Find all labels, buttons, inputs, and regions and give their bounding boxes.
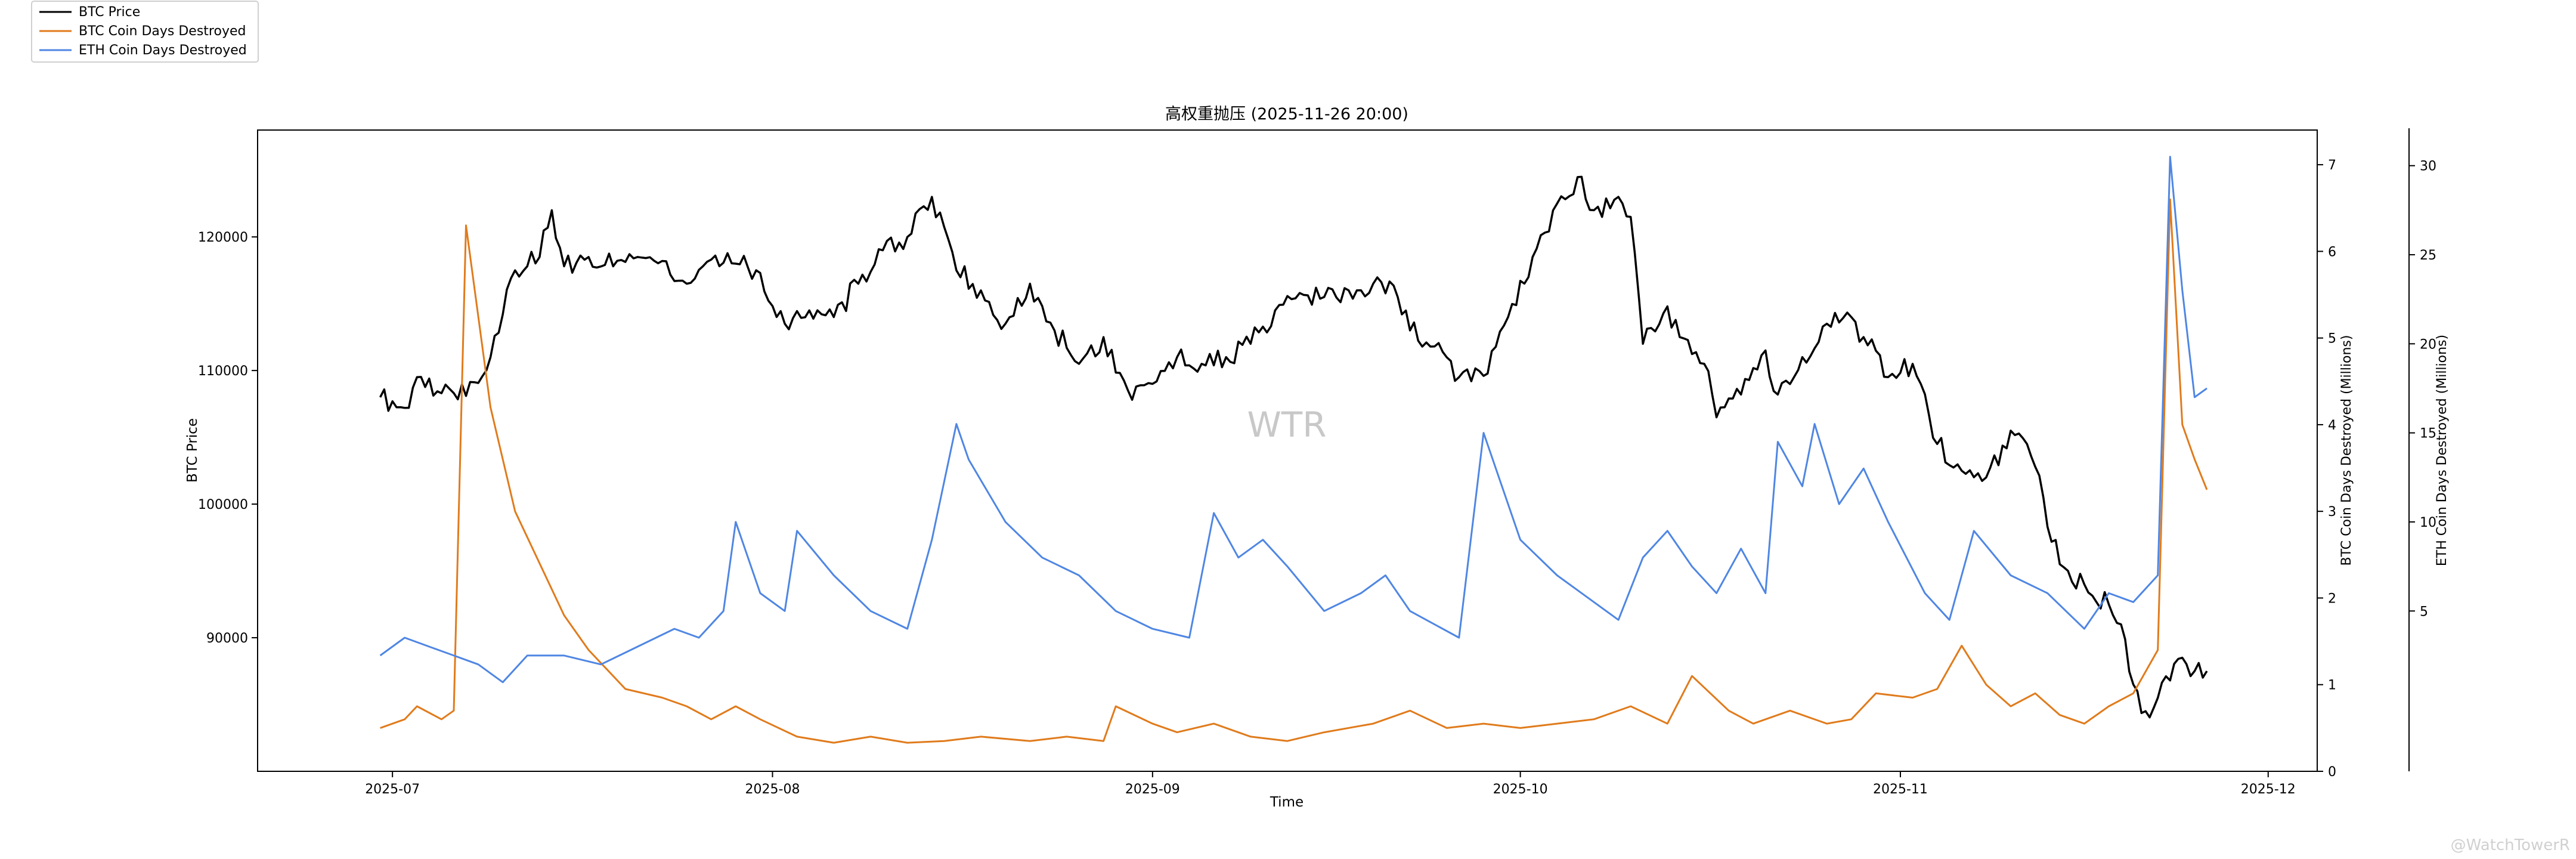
x-tick-label: 2025-11 xyxy=(1873,782,1928,797)
legend-label-btc-cdd: BTC Coin Days Destroyed xyxy=(79,24,246,39)
y-axis-btc-cdd: 0 1 2 3 4 5 6 7 xyxy=(2317,158,2336,780)
y-axis-label-btc-cdd: BTC Coin Days Destroyed (Millions) xyxy=(2339,335,2354,566)
legend-label-btc-price: BTC Price xyxy=(79,5,140,20)
series-line-eth-coin-days-destroyed xyxy=(379,156,2207,684)
y-right2-tick-label: 10 xyxy=(2420,515,2436,530)
x-tick-label: 2025-08 xyxy=(745,782,800,797)
y-left-tick-label: 120000 xyxy=(198,230,248,245)
y-right2-tick-label: 15 xyxy=(2420,427,2436,441)
plot-frame xyxy=(257,129,2318,772)
x-axis-label: Time xyxy=(1270,795,1304,810)
x-tick-label: 2025-07 xyxy=(365,782,420,797)
y-right1-tick-label: 5 xyxy=(2328,332,2336,347)
x-axis: 2025-07 2025-08 2025-09 2025-10 2025-11 2025-… xyxy=(365,771,2296,797)
y-right2-tick-label: 5 xyxy=(2420,604,2428,619)
legend: BTC Price BTC Coin Days Destroyed ETH Co… xyxy=(31,1,259,63)
y-axis-eth-cdd: 5 10 15 20 25 30 xyxy=(2408,128,2436,771)
y-right2-tick-label: 30 xyxy=(2420,159,2436,174)
legend-box xyxy=(31,1,259,63)
legend-label-eth-cdd: ETH Coin Days Destroyed xyxy=(79,43,247,58)
x-tick-label: 2025-12 xyxy=(2241,782,2296,797)
chart-title: 高权重抛压 (2025-11-26 20:00) xyxy=(1165,105,1408,123)
y-right2-tick-label: 25 xyxy=(2420,248,2436,263)
watermark: WTR xyxy=(1247,404,1326,445)
y-left-tick-label: 100000 xyxy=(198,498,248,512)
corner-mark: @WatchTowerR xyxy=(2451,836,2570,854)
x-tick-label: 2025-10 xyxy=(1493,782,1548,797)
y-left-tick-label: 110000 xyxy=(198,364,248,379)
y-axis-btc-price: 90000 100000 110000 120000 xyxy=(198,230,258,646)
series-line-btc-price xyxy=(379,175,2208,719)
y-right1-tick-label: 3 xyxy=(2328,505,2336,520)
series-line-btc-coin-days-destroyed xyxy=(380,198,2208,744)
y-right1-tick-label: 2 xyxy=(2328,591,2336,606)
y-right1-tick-label: 4 xyxy=(2328,418,2336,433)
y-right1-tick-label: 6 xyxy=(2328,245,2336,259)
x-tick-label: 2025-09 xyxy=(1125,782,1180,797)
y-right1-tick-label: 0 xyxy=(2328,765,2336,780)
y-right1-tick-label: 1 xyxy=(2328,678,2336,693)
y-right1-tick-label: 7 xyxy=(2328,158,2336,173)
y-left-tick-label: 90000 xyxy=(206,631,248,646)
y-axis-label-eth-cdd: ETH Coin Days Destroyed (Millions) xyxy=(2435,335,2450,566)
y-axis-label-btc-price: BTC Price xyxy=(185,418,200,483)
y-right2-tick-label: 20 xyxy=(2420,337,2436,352)
